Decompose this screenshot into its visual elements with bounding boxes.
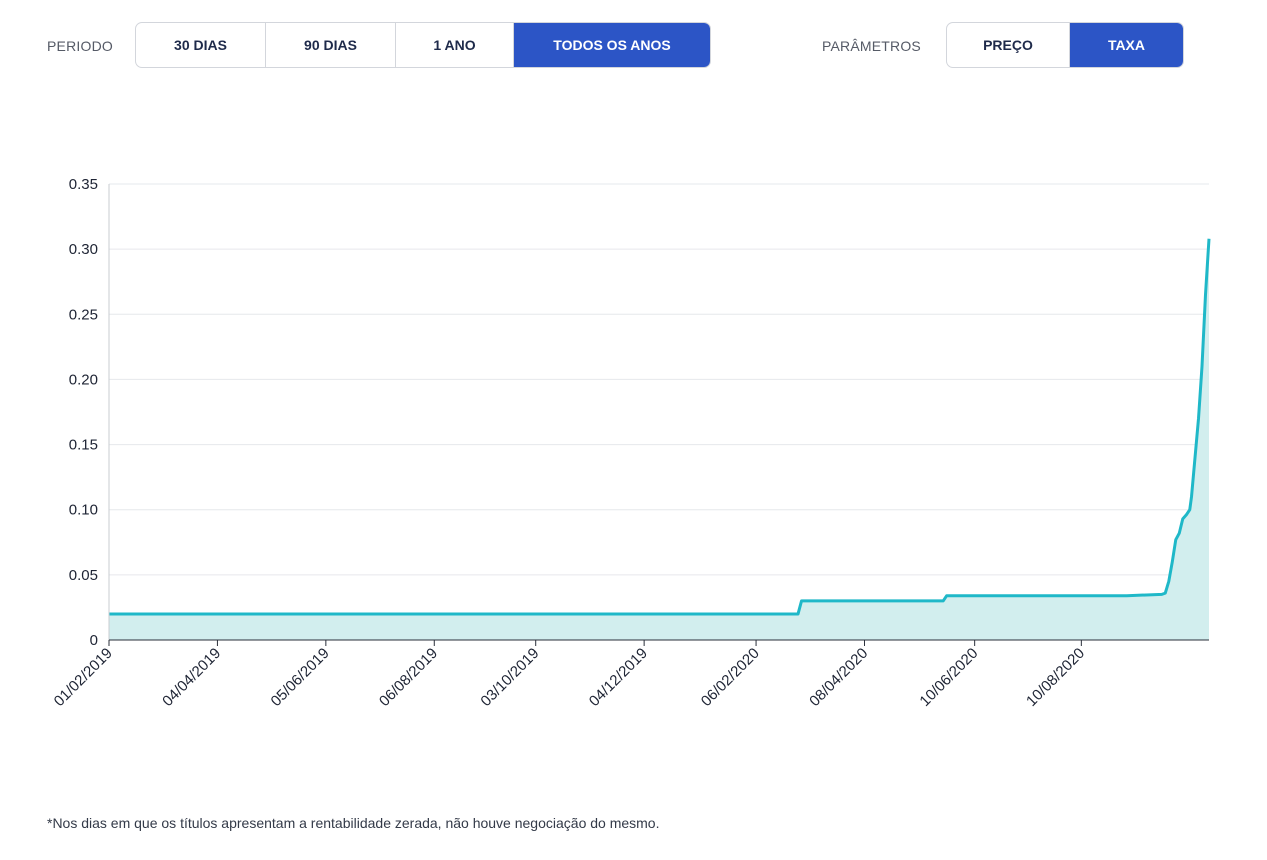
parametros-label: PARÂMETROS <box>822 38 921 54</box>
x-tick-label: 01/02/2019 <box>51 645 116 710</box>
y-tick-label: 0 <box>90 632 98 649</box>
y-tick-label: 0.25 <box>69 306 98 323</box>
x-tick-label: 04/04/2019 <box>159 645 224 710</box>
x-tick-label: 06/08/2019 <box>376 645 441 710</box>
y-tick-label: 0.10 <box>69 502 98 519</box>
x-tick-labels: 01/02/2019 04/04/2019 05/06/2019 06/08/2019… <box>51 645 1088 710</box>
series-line <box>109 238 1211 616</box>
y-tick-label: 0.35 <box>69 176 98 193</box>
periodo-30-dias-button[interactable]: 30 DIAS <box>136 23 266 67</box>
rate-area-chart: 0 0.05 0.10 0.15 0.20 0.25 0.30 0.35 01/02/2019… <box>51 176 1211 710</box>
x-tick-label: 08/04/2020 <box>806 645 871 710</box>
y-tick-labels: 0 0.05 0.10 0.15 0.20 0.25 0.30 0.35 <box>69 176 98 649</box>
x-tick-label: 04/12/2019 <box>586 645 651 710</box>
x-tick-label: 03/10/2019 <box>477 645 542 710</box>
periodo-label: PERIODO <box>47 38 113 54</box>
periodo-selector: 30 DIAS 90 DIAS 1 ANO TODOS OS ANOS <box>135 22 711 68</box>
y-tick-label: 0.15 <box>69 437 98 454</box>
x-tick-label: 10/08/2020 <box>1023 645 1088 710</box>
y-tick-label: 0.30 <box>69 241 98 258</box>
axes <box>108 184 1209 646</box>
series-area <box>109 238 1211 640</box>
x-tick-label: 05/06/2019 <box>268 645 333 710</box>
parametro-preco-button[interactable]: PREÇO <box>947 23 1070 67</box>
periodo-90-dias-button[interactable]: 90 DIAS <box>266 23 396 67</box>
y-tick-label: 0.05 <box>69 567 98 584</box>
y-tick-label: 0.20 <box>69 371 98 388</box>
periodo-1-ano-button[interactable]: 1 ANO <box>396 23 514 67</box>
periodo-todos-os-anos-button[interactable]: TODOS OS ANOS <box>514 23 710 67</box>
x-tick-label: 10/06/2020 <box>916 645 981 710</box>
x-tick-label: 06/02/2020 <box>698 645 763 710</box>
parametro-taxa-button[interactable]: TAXA <box>1069 23 1183 67</box>
chart-controls: PERIODO 30 DIAS 90 DIAS 1 ANO TODOS OS A… <box>0 0 1267 100</box>
parametros-selector: PREÇO TAXA <box>946 22 1184 68</box>
grid-lines <box>109 183 1209 576</box>
footnote: *Nos dias em que os títulos apresentam a… <box>47 815 660 831</box>
series-fill <box>109 238 1209 640</box>
